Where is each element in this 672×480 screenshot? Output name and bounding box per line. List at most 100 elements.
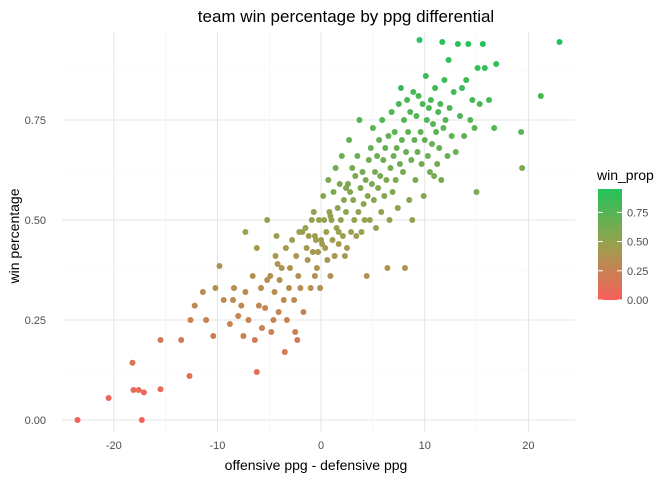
data-point xyxy=(310,209,317,215)
data-point xyxy=(410,89,417,95)
grid-lines xyxy=(62,32,575,432)
data-point xyxy=(469,97,476,103)
data-point xyxy=(339,233,346,239)
data-point xyxy=(341,253,348,259)
data-point xyxy=(347,189,354,195)
y-axis-title: win percentage xyxy=(6,188,22,284)
data-point xyxy=(332,165,339,171)
data-point xyxy=(373,225,379,231)
data-point xyxy=(370,197,377,203)
data-points xyxy=(74,37,563,423)
data-point xyxy=(357,185,364,191)
legend-tick-label: 0.50 xyxy=(627,237,648,249)
data-point xyxy=(433,129,440,135)
legend-title: win_prop xyxy=(596,167,654,183)
data-point xyxy=(291,297,298,303)
data-point xyxy=(420,193,427,199)
chart-title: team win percentage by ppg differential xyxy=(198,7,494,26)
x-tick-label: 0 xyxy=(318,440,324,452)
data-point xyxy=(130,387,137,393)
data-point xyxy=(450,89,457,95)
data-point xyxy=(338,153,345,159)
data-point xyxy=(340,197,347,203)
data-point xyxy=(226,321,233,327)
color-legend: win_prop 0.00 0.25 0.50 0.75 xyxy=(596,167,654,307)
data-point xyxy=(359,169,366,175)
data-point xyxy=(282,245,289,251)
data-point xyxy=(297,285,304,291)
legend-tick-label: 0.25 xyxy=(627,266,648,278)
data-point xyxy=(302,225,309,231)
data-point xyxy=(203,317,210,323)
data-point xyxy=(491,125,498,131)
data-point xyxy=(437,101,444,107)
data-point xyxy=(375,185,382,191)
data-point xyxy=(230,297,236,303)
legend-tick-label: 0.00 xyxy=(627,295,648,307)
data-point xyxy=(216,263,223,269)
data-point xyxy=(381,193,388,199)
y-tick-label: 0.50 xyxy=(25,215,46,227)
data-point xyxy=(427,97,434,103)
data-point xyxy=(74,417,81,423)
data-point xyxy=(210,333,217,339)
data-point xyxy=(395,101,402,107)
data-point xyxy=(280,297,287,303)
data-point xyxy=(473,189,480,195)
data-point xyxy=(313,265,320,271)
data-point xyxy=(249,273,256,279)
data-point xyxy=(258,285,264,291)
data-point xyxy=(321,217,328,223)
data-point xyxy=(317,285,324,291)
data-point xyxy=(385,133,392,139)
data-point xyxy=(361,217,368,223)
data-point xyxy=(382,145,389,151)
data-point xyxy=(406,197,413,203)
data-point xyxy=(390,153,397,159)
data-point xyxy=(479,41,486,47)
data-point xyxy=(448,133,455,139)
data-point xyxy=(419,101,426,107)
data-point xyxy=(199,289,206,295)
data-point xyxy=(129,359,136,366)
data-point xyxy=(191,302,198,309)
data-point xyxy=(476,101,483,107)
data-point xyxy=(330,189,337,195)
data-point xyxy=(295,273,302,279)
data-point xyxy=(367,145,374,151)
data-point xyxy=(402,265,408,271)
data-point xyxy=(396,161,403,167)
data-point xyxy=(245,317,252,323)
legend-colorbar xyxy=(598,189,622,300)
data-point xyxy=(325,177,332,183)
data-point xyxy=(259,325,265,331)
data-point xyxy=(537,93,544,99)
data-point xyxy=(519,165,526,171)
data-point xyxy=(369,125,376,131)
data-point xyxy=(287,265,293,271)
data-point xyxy=(349,165,356,171)
data-point xyxy=(389,189,396,195)
data-point xyxy=(322,245,329,251)
data-point xyxy=(337,217,344,223)
data-point xyxy=(240,333,247,339)
data-point xyxy=(432,85,439,91)
data-point xyxy=(267,273,274,279)
data-point xyxy=(348,229,355,235)
data-point xyxy=(274,261,281,267)
legend-tick-label: 0.75 xyxy=(627,207,648,219)
data-point xyxy=(374,153,381,159)
data-point xyxy=(457,113,463,119)
data-point xyxy=(429,141,435,147)
data-point xyxy=(308,217,315,223)
data-point xyxy=(268,329,275,335)
data-point xyxy=(335,229,342,235)
data-point xyxy=(278,265,285,271)
data-point xyxy=(459,85,465,91)
data-point xyxy=(408,157,415,163)
data-point xyxy=(493,61,500,67)
data-point xyxy=(270,317,277,323)
data-point xyxy=(281,349,288,355)
data-point xyxy=(276,277,283,283)
data-point xyxy=(331,253,338,259)
